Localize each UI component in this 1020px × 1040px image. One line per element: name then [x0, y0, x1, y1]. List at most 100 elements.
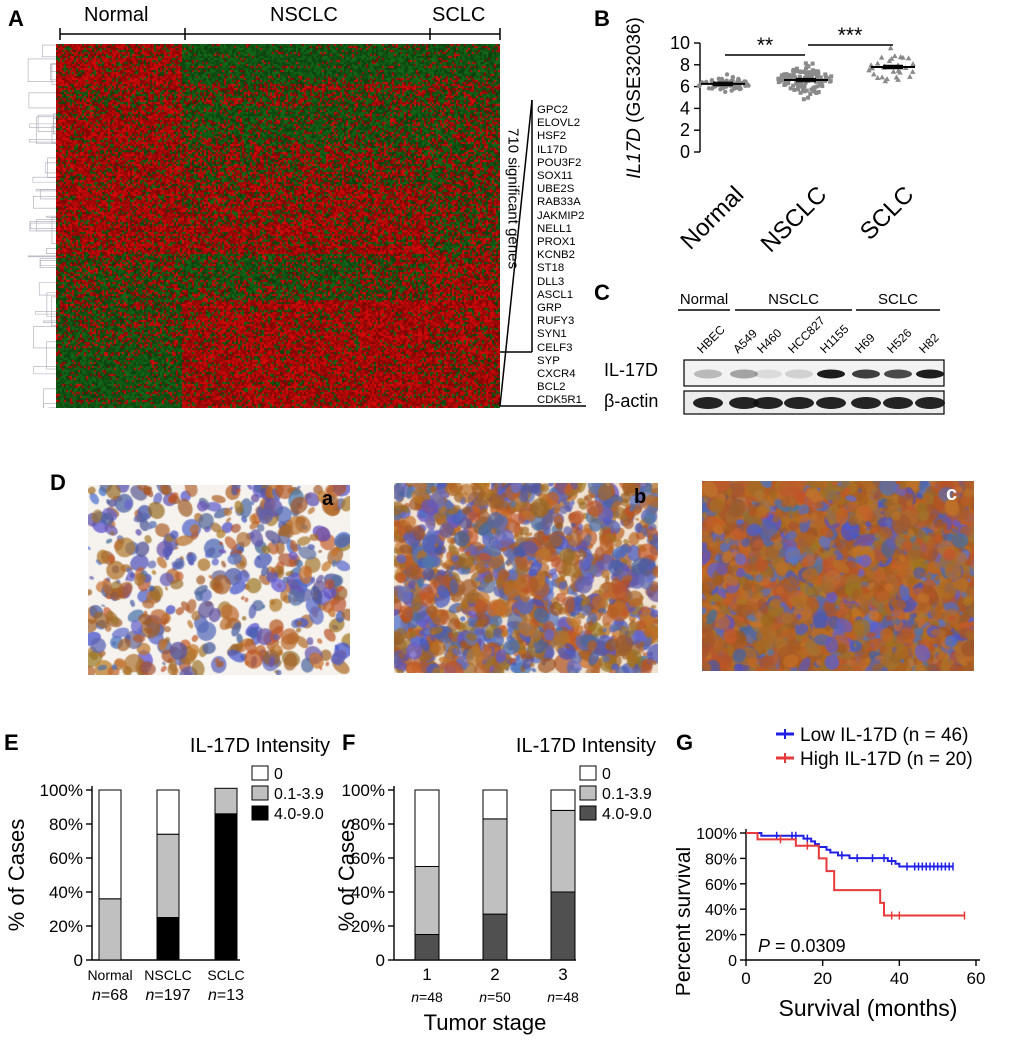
- panel-a-group-nsclc: NSCLC: [270, 4, 338, 27]
- data-point: [910, 61, 916, 66]
- legend-label: 4.0-9.0: [274, 806, 324, 823]
- data-point: [778, 79, 782, 83]
- chart-f: IL-17D Intensity00.1-3.94.0-9.0020%40%60…: [336, 720, 666, 1040]
- dendrogram: [26, 44, 56, 408]
- bar-segment: [215, 788, 237, 814]
- gene-label: CELF3: [537, 342, 584, 355]
- dendrogram-branch: [33, 327, 56, 348]
- y-tick-label: 40%: [705, 902, 737, 919]
- y-tick-label: 10: [670, 33, 690, 53]
- y-tick-label: 0: [728, 953, 737, 970]
- significant-genes-label: 710 significant genes: [505, 114, 522, 284]
- dendrogram-branch: [39, 283, 56, 295]
- p-value-text: = 0.0309: [770, 936, 846, 956]
- gene-label: UBE2S: [537, 183, 584, 196]
- n-symbol: n: [411, 989, 419, 1005]
- gene-label: HSF2: [537, 130, 584, 143]
- band: [817, 370, 845, 379]
- bar-segment: [415, 867, 439, 935]
- bar-segment: [551, 892, 575, 960]
- data-point: [811, 89, 815, 93]
- data-point: [799, 83, 803, 87]
- ihc-label-c: c: [946, 483, 957, 506]
- data-point: [829, 74, 833, 78]
- blot-lane-label: H526: [884, 326, 914, 356]
- data-point: [718, 87, 722, 91]
- bar-segment: [157, 834, 179, 917]
- legend-swatch: [252, 786, 268, 800]
- y-tick-label: 60%: [705, 877, 737, 894]
- n-value: =68: [101, 987, 128, 1004]
- y-tick-label: 100%: [342, 781, 385, 800]
- bar-segment: [551, 790, 575, 810]
- dendrogram-branch: [46, 248, 56, 253]
- p-value-label: P = 0.0309: [758, 936, 846, 956]
- bar-segment: [551, 810, 575, 892]
- bar-segment: [157, 918, 179, 961]
- y-tick-label: 100%: [40, 781, 83, 800]
- dendrogram-branch: [40, 260, 56, 265]
- y-tick-label: 6: [680, 77, 690, 97]
- gene-label: PROX1: [537, 236, 584, 249]
- data-point: [804, 71, 808, 75]
- x-axis-label: Survival (months): [779, 995, 958, 1021]
- band: [851, 397, 881, 409]
- gene-label: JAKMIP2: [537, 210, 584, 223]
- n-label: n=197: [146, 987, 191, 1004]
- legend-swatch: [580, 806, 596, 820]
- bar-segment: [483, 790, 507, 819]
- gene-label: NELL1: [537, 223, 584, 236]
- n-label: n=68: [92, 987, 128, 1004]
- y-tick-label: 20%: [49, 917, 83, 936]
- data-point: [907, 74, 913, 79]
- data-point: [824, 75, 828, 79]
- chart-title: IL-17D Intensity: [190, 735, 330, 757]
- panel-d-letter: D: [50, 470, 66, 496]
- y-tick-label: 8: [680, 55, 690, 75]
- dendrogram-branch: [44, 389, 56, 408]
- dendrogram-branch: [43, 321, 56, 322]
- data-point: [697, 84, 701, 88]
- y-tick-label: 4: [680, 98, 690, 118]
- y-axis-label: % of Cases: [4, 819, 29, 932]
- x-tick-label: 20: [813, 969, 832, 988]
- y-axis-label: % of Cases: [336, 819, 359, 932]
- y-tick-label: 80%: [705, 851, 737, 868]
- x-category-label: Normal: [675, 181, 749, 255]
- gene-label: SYP: [537, 355, 584, 368]
- band: [816, 397, 846, 409]
- legend-label: 0.1-3.9: [274, 786, 324, 803]
- gene-label: CXCR4: [537, 368, 584, 381]
- data-point: [819, 83, 823, 87]
- data-point: [906, 55, 912, 60]
- gene-label: SYN1: [537, 328, 584, 341]
- blot-lane-label: A549: [730, 326, 760, 356]
- gene-label: SOX11: [537, 170, 584, 183]
- blot-group-label: NSCLC: [768, 291, 819, 308]
- data-point: [717, 77, 721, 81]
- x-category-label: 1: [422, 965, 431, 984]
- y-tick-label: 0: [74, 951, 83, 970]
- band: [784, 397, 814, 409]
- y-tick-label: 20%: [705, 928, 737, 945]
- legend-label: High IL-17D (n = 20): [800, 749, 973, 770]
- data-point: [797, 69, 801, 73]
- n-symbol: n: [146, 987, 155, 1004]
- gene-label: ASCL1: [537, 289, 584, 302]
- data-point: [813, 86, 817, 90]
- n-symbol: n: [479, 989, 487, 1005]
- significance-label: **: [757, 34, 773, 57]
- data-point: [875, 61, 881, 66]
- y-tick-label: 60%: [49, 849, 83, 868]
- gene-label: RUFY3: [537, 315, 584, 328]
- blot-lane-label: H82: [916, 330, 942, 356]
- y-tick-label: 40%: [49, 883, 83, 902]
- legend-swatch: [252, 766, 268, 780]
- bar-segment: [415, 935, 439, 961]
- data-point: [879, 55, 885, 60]
- x-category-label: SCLC: [207, 967, 244, 983]
- data-point: [888, 45, 894, 50]
- band: [915, 397, 945, 409]
